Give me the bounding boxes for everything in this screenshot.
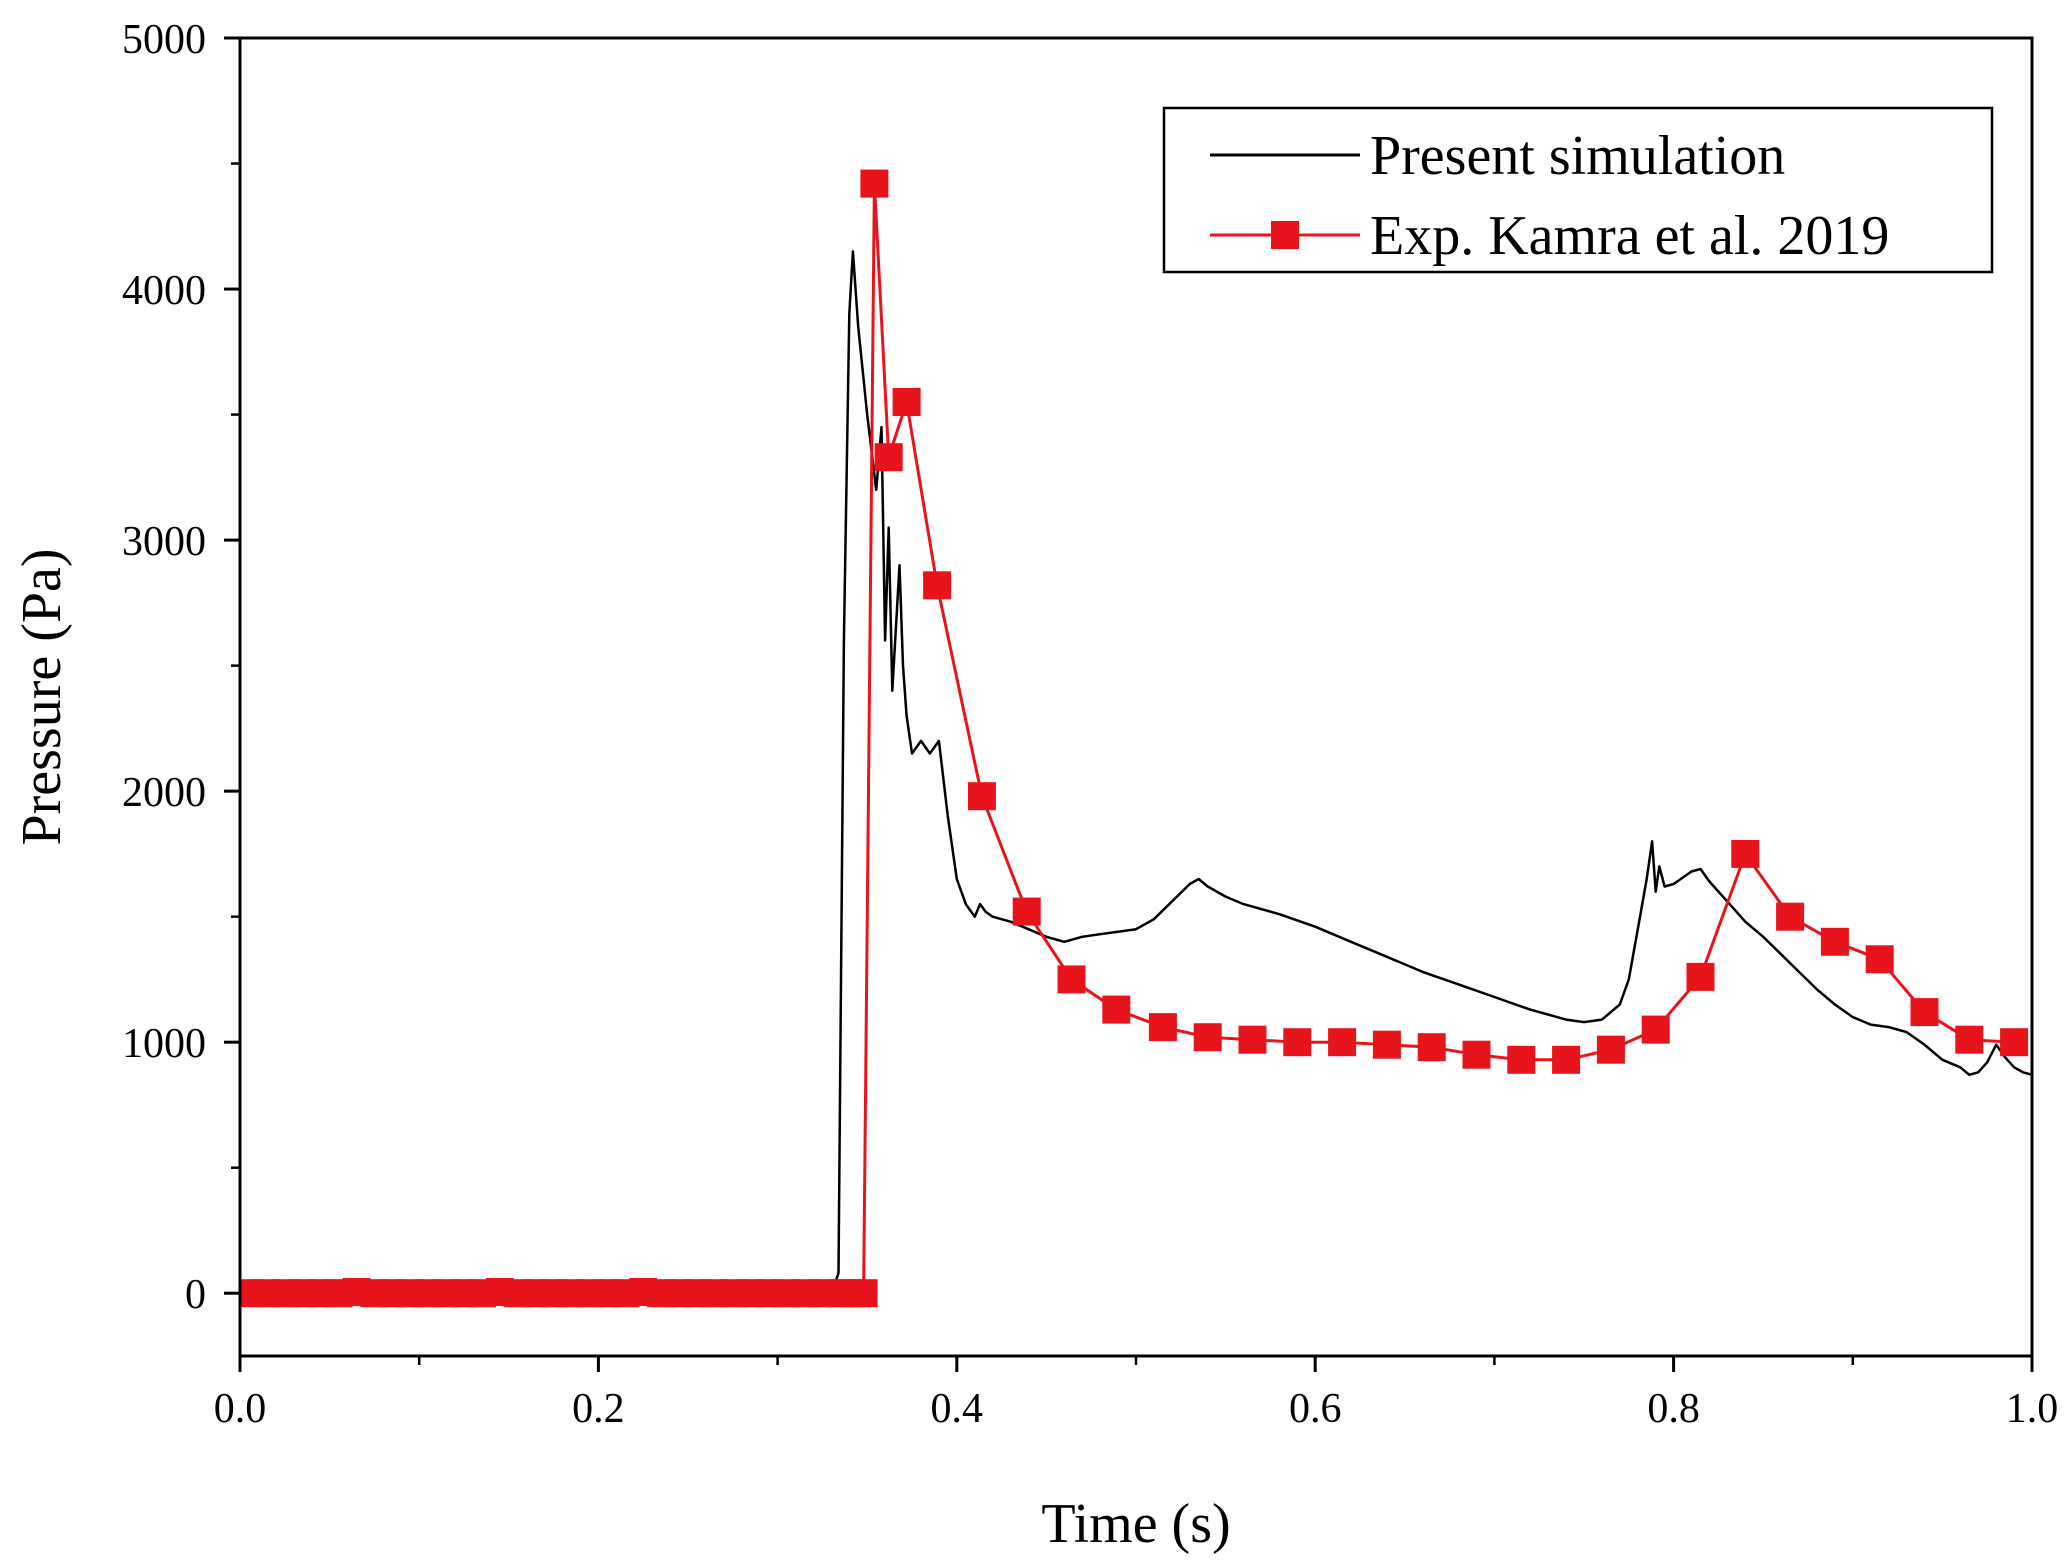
experiment-data-point bbox=[923, 571, 952, 600]
legend-box bbox=[1162, 106, 1994, 274]
x-tick-label: 0.8 bbox=[1647, 1386, 1700, 1432]
y-tick-label: 2000 bbox=[122, 770, 206, 816]
x-tick-label: 0.0 bbox=[214, 1386, 267, 1432]
y-tick-label: 0 bbox=[185, 1272, 206, 1318]
x-tick-label: 0.6 bbox=[1289, 1386, 1342, 1432]
y-tick-label: 4000 bbox=[122, 268, 206, 314]
experiment-data-point bbox=[1372, 1030, 1401, 1059]
experiment-data-point bbox=[874, 443, 903, 472]
experiment-data-point bbox=[1910, 998, 1939, 1027]
experiment-data-point bbox=[1507, 1045, 1536, 1074]
experiment-data-point bbox=[1328, 1028, 1357, 1057]
experiment-data-point bbox=[1641, 1015, 1670, 1044]
experiment-data-point bbox=[1012, 897, 1041, 926]
experiment-data-point bbox=[892, 388, 921, 416]
x-tick-label: 0.4 bbox=[931, 1386, 984, 1432]
legend-marker-experiment bbox=[1271, 221, 1299, 249]
x-tick-label: 1.0 bbox=[2006, 1386, 2059, 1432]
experiment-data-point bbox=[1686, 962, 1715, 991]
experiment-data-point bbox=[1417, 1033, 1446, 1062]
experiment-data-point bbox=[1731, 839, 1760, 868]
experiment-data-point bbox=[1596, 1035, 1625, 1064]
experiment-data-point bbox=[2000, 1028, 2029, 1057]
x-tick-label: 0.2 bbox=[572, 1386, 625, 1432]
y-tick-label: 5000 bbox=[122, 17, 206, 63]
experiment-data-point bbox=[1148, 1013, 1177, 1042]
experiment-data-point bbox=[849, 1279, 878, 1308]
legend: Present simulation Exp. Kamra et al. 201… bbox=[1162, 106, 1994, 274]
y-tick-label: 3000 bbox=[122, 519, 206, 565]
experiment-data-point bbox=[1462, 1040, 1491, 1069]
y-tick-label: 1000 bbox=[122, 1021, 206, 1067]
experiment-data-point bbox=[1955, 1025, 1984, 1054]
legend-label-simulation: Present simulation bbox=[1370, 125, 1785, 187]
series-layer bbox=[240, 169, 2032, 1308]
experiment-data-point bbox=[1057, 965, 1086, 994]
experiment-data-point bbox=[1865, 945, 1894, 974]
experiment-data-point bbox=[967, 782, 996, 811]
experiment-data-point bbox=[860, 169, 889, 198]
legend-label-experiment: Exp. Kamra et al. 2019 bbox=[1370, 205, 1889, 267]
experiment-data-point bbox=[1820, 927, 1849, 956]
axis-ticks: 0.0 0.2 0.4 0.6 0.8 1.0 0 1000 2000 3000 4000 5000 bbox=[122, 17, 2058, 1432]
x-axis-title: Time (s) bbox=[1041, 1493, 1230, 1555]
y-axis-title: Pressure (Pa) bbox=[11, 548, 73, 845]
experiment-data-point bbox=[1102, 995, 1131, 1024]
experiment-data-point bbox=[1552, 1045, 1581, 1074]
experiment-data-point bbox=[1283, 1028, 1312, 1057]
series-line-simulation bbox=[240, 250, 2032, 1295]
experiment-data-point bbox=[1193, 1023, 1222, 1052]
experiment-data-point bbox=[1238, 1025, 1267, 1054]
experiment-data-point bbox=[1776, 902, 1805, 931]
series-line-experiment bbox=[249, 182, 2015, 1295]
